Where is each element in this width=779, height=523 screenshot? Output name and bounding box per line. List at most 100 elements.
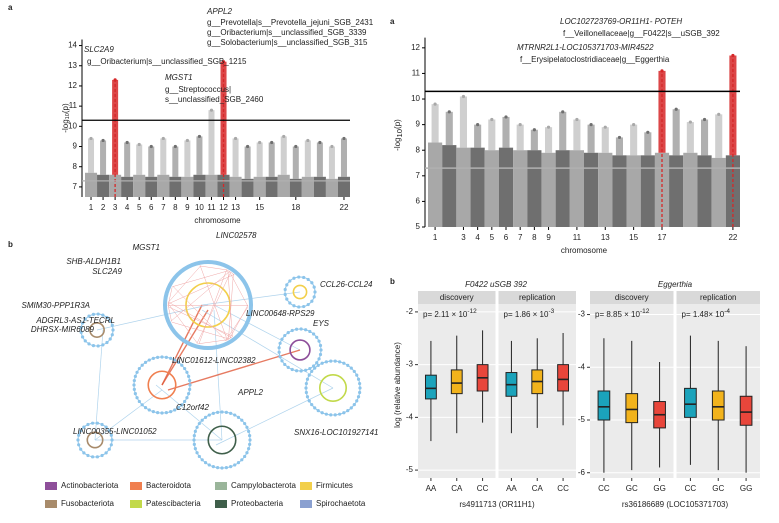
x-tick-label: 15 [629, 233, 638, 242]
snp-bulk [301, 176, 314, 197]
x-tick-label: 11 [573, 233, 582, 242]
snp-peak [221, 60, 226, 64]
snp-tail [232, 138, 239, 177]
snp-tail [244, 146, 251, 179]
snp-bulk [85, 172, 98, 197]
snp-bulk [442, 145, 457, 227]
cluster-ring [163, 260, 253, 350]
y-tick-label: 9 [73, 142, 78, 151]
inner-edge [228, 270, 249, 307]
snp-peak [342, 136, 346, 141]
snp-peak [532, 128, 536, 132]
legend-label: Firmicutes [316, 481, 353, 490]
x-tick-label: 4 [125, 203, 130, 212]
cluster-ring [284, 276, 316, 308]
annotation: MTRNR2L1-LOC105371703-MIR4522 [517, 43, 654, 52]
legend-label: Fusobacteriota [61, 499, 114, 508]
y-tick-label: 8 [73, 162, 78, 171]
snp-tail [256, 142, 263, 177]
snp-bulk [229, 176, 242, 197]
edge [201, 309, 334, 389]
inner-edge [167, 303, 198, 344]
snp-tail [488, 119, 496, 151]
box [711, 390, 725, 421]
snp-tail [630, 124, 638, 156]
chart-title: Eggerthia [658, 280, 693, 289]
y-tick-label: 7 [416, 171, 421, 180]
x-tick-label: 12 [219, 203, 228, 212]
snp-peak [632, 123, 636, 127]
snp-bulk [612, 155, 627, 227]
y-tick-label: 11 [412, 69, 421, 78]
facet-label: replication [700, 293, 736, 302]
annotation: LOC102723769-OR11H1- POTEH [560, 17, 682, 26]
inner-edge [199, 265, 228, 341]
x-tick-label: 22 [340, 203, 349, 212]
text-part: -3 [548, 308, 554, 315]
y-tick-label: -2 [406, 307, 414, 316]
x-tick-label: 1 [433, 233, 438, 242]
box [739, 395, 753, 426]
snp-tail [715, 114, 723, 158]
snp-peak [702, 117, 707, 122]
cluster-ring [278, 328, 322, 372]
x-axis-label: rs4911713 (OR11H1) [459, 500, 535, 509]
annotation: g__Oribacterium|s__unclassified_SGB_3339 [207, 28, 367, 37]
snp-tail [431, 104, 439, 143]
legend-swatch [45, 500, 57, 508]
snp-tail [445, 111, 453, 146]
y-tick-label: 10 [411, 94, 420, 103]
gene-label: EYS [313, 319, 330, 328]
y-tick-label: 9 [416, 120, 421, 129]
chart-title: F0422 uSGB 392 [465, 280, 527, 289]
inner-edge [172, 270, 229, 287]
p-value: p= 1.48× 10-4 [682, 308, 731, 319]
x-tick-label: 18 [291, 203, 300, 212]
snp-peak [660, 69, 664, 73]
legend-swatch [45, 482, 57, 490]
annotation: MGST1 [165, 73, 193, 82]
snp-peak [161, 136, 165, 141]
snp-bulk [513, 150, 528, 227]
text-part: -log [61, 119, 70, 132]
cluster-core [89, 322, 105, 338]
gene-label: APPL2 [237, 388, 263, 397]
box [597, 390, 611, 421]
snp-peak [490, 117, 494, 122]
facet-strip [418, 291, 496, 304]
y-tick-label: 11 [69, 101, 78, 110]
snp-peak [518, 123, 522, 127]
snp-bulk [428, 142, 443, 227]
snp-bulk [157, 174, 170, 197]
x-tick-label: 17 [658, 233, 667, 242]
panel-label: b [8, 240, 13, 249]
gene-label: SMIM30-PPP1R3A [22, 301, 90, 310]
text-part: p= 8.85 × 10 [595, 310, 640, 319]
legend-swatch [300, 500, 312, 508]
snp-tail [172, 146, 179, 177]
snp-peak [137, 142, 141, 147]
p-value: p= 8.85 × 10-12 [595, 308, 650, 319]
snp-tail [184, 140, 191, 177]
snp-tail [100, 140, 107, 175]
annotation: f__Erysipelatoclostridiaceae|g__Eggerthi… [520, 55, 670, 64]
legend-swatch [130, 482, 142, 490]
box [684, 387, 697, 418]
snp-bulk [598, 152, 613, 227]
snp-bulk [683, 152, 698, 227]
text-part: -12 [467, 308, 477, 315]
inner-edge [198, 339, 228, 345]
edge [94, 329, 104, 441]
snp-bulk [169, 176, 182, 197]
snp-peak [270, 140, 274, 145]
snp-peak [717, 112, 721, 116]
snp-peak [433, 102, 437, 106]
snp-peak [173, 144, 177, 149]
snp-tail [196, 136, 203, 175]
cluster-core [147, 370, 177, 400]
snp-bulk [470, 147, 485, 227]
gene-label: CCL26-CCL24 [320, 280, 373, 289]
snp-peak [504, 115, 508, 119]
y-tick-label: 8 [416, 145, 421, 154]
x-tick-label: 2 [101, 203, 106, 212]
